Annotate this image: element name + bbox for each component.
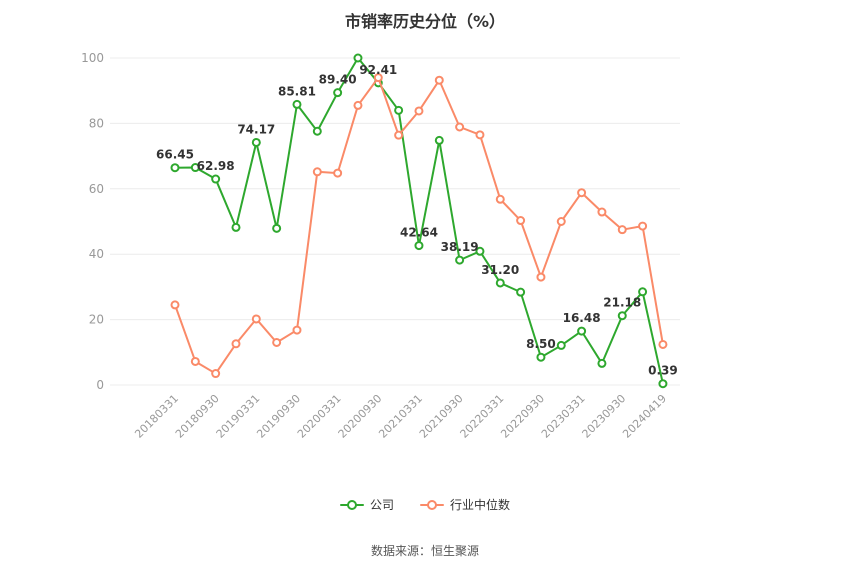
chart-title: 市销率历史分位（%） [344,12,506,31]
svg-text:60: 60 [89,182,104,196]
svg-text:100: 100 [81,51,104,65]
industry-line-marker-icon [420,499,444,510]
line-chart: 0204060801002018033120180930201903312019… [81,51,680,441]
svg-text:16.48: 16.48 [563,311,601,325]
svg-text:20: 20 [89,313,104,327]
svg-text:62.98: 62.98 [197,159,235,173]
svg-text:74.17: 74.17 [237,122,275,136]
svg-text:42.64: 42.64 [400,226,438,240]
svg-text:40: 40 [89,247,104,261]
svg-text:21.18: 21.18 [603,296,641,310]
legend: 公司 行业中位数 [0,496,850,513]
svg-text:80: 80 [89,116,104,130]
legend-label-company: 公司 [369,498,394,512]
svg-text:0.39: 0.39 [648,364,678,378]
svg-text:20240419: 20240419 [620,392,669,441]
legend-label-industry-median: 行业中位数 [450,498,511,512]
legend-item-industry-median[interactable]: 行业中位数 [420,496,510,513]
svg-text:0: 0 [96,378,104,392]
svg-text:85.81: 85.81 [278,84,316,98]
legend-circle-icon [427,499,437,510]
svg-text:89.40: 89.40 [319,73,357,87]
svg-text:66.45: 66.45 [156,148,194,162]
svg-text:8.50: 8.50 [526,337,556,351]
company-line-marker-icon [339,499,364,510]
legend-item-company[interactable]: 公司 [339,496,394,513]
legend-circle-icon [346,499,357,510]
data-source-note: 数据来源：恒生聚源 [370,544,479,558]
svg-text:31.20: 31.20 [481,263,519,277]
svg-text:38.19: 38.19 [441,240,479,254]
svg-text:92.41: 92.41 [359,63,397,77]
